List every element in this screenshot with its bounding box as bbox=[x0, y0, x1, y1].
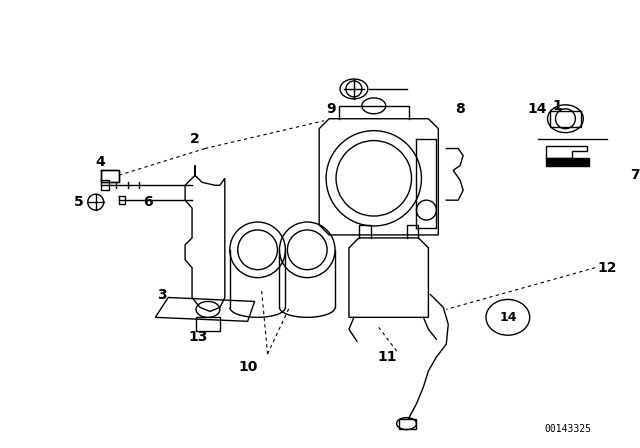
Text: 1: 1 bbox=[552, 99, 563, 113]
Text: 00143325: 00143325 bbox=[544, 423, 591, 434]
Text: 8: 8 bbox=[455, 102, 465, 116]
Text: 5: 5 bbox=[74, 195, 84, 209]
Bar bbox=[550, 111, 581, 127]
Text: 13: 13 bbox=[188, 330, 208, 344]
Text: 11: 11 bbox=[377, 350, 396, 364]
Text: 3: 3 bbox=[157, 288, 167, 302]
Text: 14: 14 bbox=[528, 102, 547, 116]
Text: 4: 4 bbox=[96, 155, 106, 169]
Bar bbox=[100, 170, 118, 182]
Text: 6: 6 bbox=[143, 195, 153, 209]
Text: 9: 9 bbox=[326, 102, 336, 116]
Text: 14: 14 bbox=[499, 311, 516, 324]
Bar bbox=[196, 317, 220, 331]
Text: 7: 7 bbox=[630, 168, 640, 182]
Text: 10: 10 bbox=[238, 360, 257, 374]
Text: 2: 2 bbox=[190, 132, 200, 146]
Bar bbox=[545, 159, 589, 166]
Text: 12: 12 bbox=[597, 261, 617, 275]
Bar bbox=[399, 418, 417, 429]
